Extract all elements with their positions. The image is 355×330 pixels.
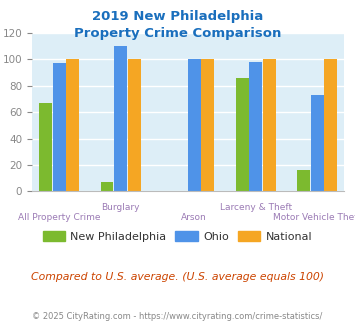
Bar <box>128 59 141 191</box>
Bar <box>39 103 52 191</box>
Legend: New Philadelphia, Ohio, National: New Philadelphia, Ohio, National <box>38 227 317 246</box>
Text: Compared to U.S. average. (U.S. average equals 100): Compared to U.S. average. (U.S. average … <box>31 272 324 282</box>
Bar <box>324 59 337 191</box>
Bar <box>53 63 66 191</box>
Bar <box>249 62 262 191</box>
Bar <box>114 46 127 191</box>
Text: Larceny & Theft: Larceny & Theft <box>220 203 292 212</box>
Bar <box>201 59 214 191</box>
Text: Burglary: Burglary <box>102 203 140 212</box>
Bar <box>311 95 323 191</box>
Bar <box>100 182 114 191</box>
Bar <box>263 59 276 191</box>
Bar <box>66 59 80 191</box>
Text: All Property Crime: All Property Crime <box>18 213 100 221</box>
Text: Arson: Arson <box>181 213 207 221</box>
Text: © 2025 CityRating.com - https://www.cityrating.com/crime-statistics/: © 2025 CityRating.com - https://www.city… <box>32 312 323 321</box>
Bar <box>297 170 310 191</box>
Bar <box>188 59 201 191</box>
Bar <box>236 78 248 191</box>
Text: Motor Vehicle Theft: Motor Vehicle Theft <box>273 213 355 221</box>
Text: 2019 New Philadelphia
Property Crime Comparison: 2019 New Philadelphia Property Crime Com… <box>74 10 281 40</box>
